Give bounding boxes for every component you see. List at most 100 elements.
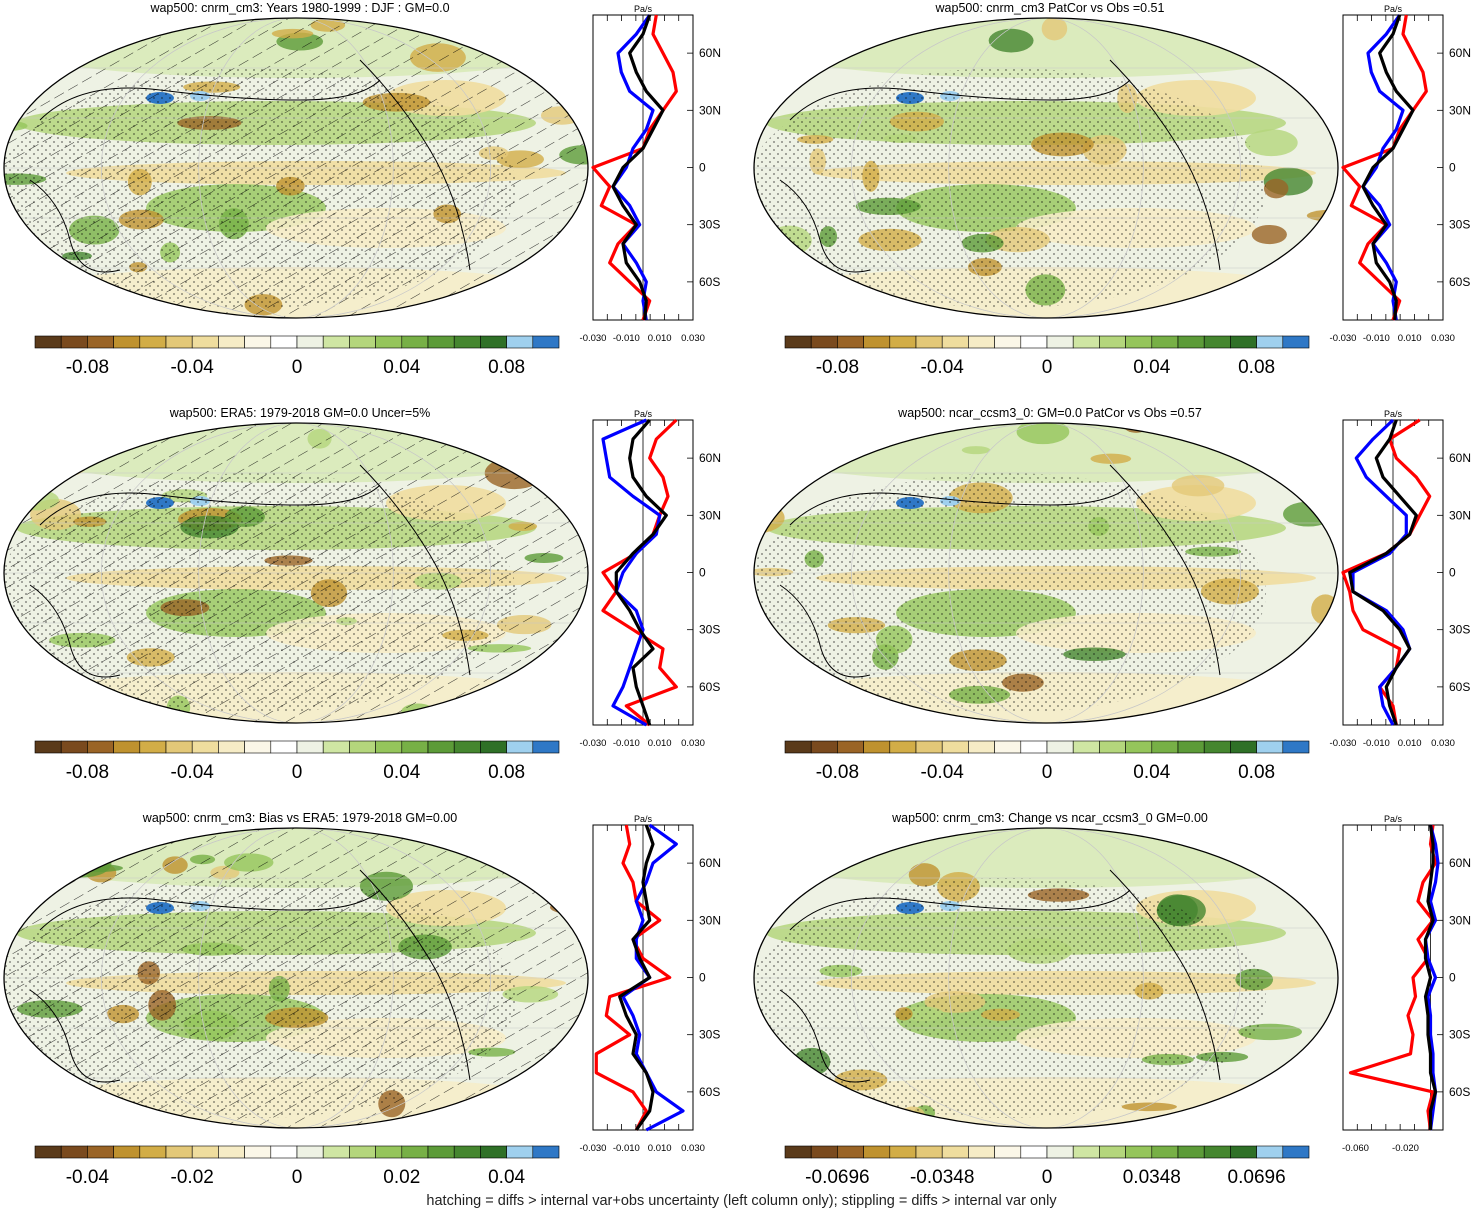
panel-2: wap500: cnrm_cm3 PatCor vs Obs =0.51 -0.0… [753,1,1471,378]
colorbar-swatch [427,740,455,754]
profile-lat-label: 60N [1449,451,1471,465]
colorbar-swatch [1151,335,1179,349]
colorbar-swatch [453,335,481,349]
profile-x-tick: 0.030 [1431,333,1455,344]
map-border [753,17,1339,319]
colorbar-swatch [968,740,995,754]
panel-title: wap500: cnrm_cm3 PatCor vs Obs =0.51 [935,1,1165,15]
colorbar-swatch [915,1145,943,1159]
colorbar-swatch [1125,740,1153,754]
colorbar-swatch [480,1145,507,1159]
colorbar-swatch [296,740,324,754]
profile-lat-label: 60N [1449,46,1471,60]
colorbar-swatch [915,335,943,349]
colorbar-swatch [968,1145,995,1159]
colorbar-swatch [837,335,864,349]
colorbar-swatch [1072,740,1100,754]
map-border [3,422,589,724]
profile-lat-label: 30N [699,103,721,117]
colorbar-swatch [889,1145,917,1159]
colorbar-swatch [506,1145,534,1159]
colorbar-swatch [427,335,455,349]
colorbar-swatch [1125,1145,1153,1159]
colorbar-swatch [218,1145,245,1159]
colorbar-swatch [401,1145,429,1159]
profile-series-red [1348,824,1438,1131]
colorbar-swatch [218,335,245,349]
colorbar-swatch [270,740,298,754]
colorbar-swatch [1099,740,1126,754]
map-border [753,827,1339,1129]
colorbar-swatch [1230,335,1257,349]
profile-lat-label: 30N [1449,103,1471,117]
profile-x-tick: -0.010 [613,738,640,749]
colorbar-tick-label: 0.04 [1133,762,1170,783]
profile-lat-label: 0 [699,971,706,985]
colorbar-swatch [1230,740,1257,754]
colorbar-swatch [784,335,812,349]
colorbar-swatch [1020,740,1048,754]
colorbar-swatch [296,1145,324,1159]
colorbar-swatch [139,740,167,754]
profile-lat-label: 0 [1449,161,1456,175]
colorbar-swatch [87,1145,114,1159]
colorbar-swatch [784,740,812,754]
colorbar-swatch [270,1145,298,1159]
colorbar-tick-label: -0.04 [171,357,215,378]
colorbar-swatch [837,1145,864,1159]
colorbar: -0.08 -0.04 0 0.04 0.08 [784,740,1310,783]
colorbar-tick-label: -0.08 [66,357,109,378]
colorbar-swatch [113,335,141,349]
colorbar-swatch [889,335,917,349]
panel-title: wap500: ERA5: 1979-2018 GM=0.0 Uncer=5% [169,406,431,420]
colorbar-swatch [1203,335,1231,349]
colorbar-swatch [863,335,891,349]
profile-unit: Pa/s [1384,409,1403,419]
profile-lat-label: 30S [699,218,720,232]
colorbar-swatch [453,740,481,754]
colorbar-swatch [1282,740,1310,754]
colorbar-tick-label: 0.0696 [1228,1167,1286,1188]
colorbar-swatch [532,335,560,349]
profile-lat-label: 0 [699,161,706,175]
figure-footer-note: hatching = diffs > internal var+obs unce… [426,1193,1057,1209]
profile-x-tick: 0.010 [648,1143,672,1154]
map-border [753,422,1339,724]
colorbar-swatch [165,1145,193,1159]
colorbar-swatch [60,335,88,349]
colorbar-swatch [139,1145,167,1159]
profile-x-tick: 0.030 [1431,738,1455,749]
profile-x-tick: -0.030 [580,333,607,344]
colorbar-tick-label: 0.04 [1133,357,1170,378]
colorbar-swatch [34,740,62,754]
colorbar-swatch [322,1145,350,1159]
colorbar-swatch [165,740,193,754]
profile-series-red [1341,14,1428,321]
colorbar-tick-label: 0 [1042,357,1053,378]
colorbar-swatch [889,740,917,754]
colorbar-swatch [1151,1145,1179,1159]
colorbar-swatch [349,740,376,754]
colorbar-swatch [191,1145,219,1159]
colorbar-swatch [375,1145,403,1159]
profile-x-tick: 0.010 [648,738,672,749]
profile-lat-label: 30S [1449,218,1470,232]
colorbar-tick-label: 0 [292,357,303,378]
zonal-profile: Pa/s -0.030 -0.010 0.010 0.030 60N 30N 0 30S 60S [1330,4,1471,344]
colorbar-swatch [191,335,219,349]
profile-x-tick: -0.030 [580,738,607,749]
profile-x-tick: -0.010 [1363,333,1390,344]
colorbar-tick-label: -0.0696 [805,1167,869,1188]
profile-lat-label: 60S [699,275,720,289]
profile-unit: Pa/s [1384,4,1403,14]
profile-lat-label: 30S [1449,623,1470,637]
colorbar-swatch [941,335,969,349]
zonal-profile: Pa/s -0.030 -0.010 0.010 0.030 60N 30N 0 30S 60S [580,814,721,1154]
colorbar: -0.08 -0.04 0 0.04 0.08 [34,335,560,378]
colorbar-swatch [165,335,193,349]
colorbar-tick-label: 0 [1042,1167,1053,1188]
colorbar-tick-label: 0 [1042,762,1053,783]
colorbar-swatch [1177,740,1205,754]
profile-x-tick: -0.030 [1330,333,1357,344]
colorbar-swatch [1072,335,1100,349]
